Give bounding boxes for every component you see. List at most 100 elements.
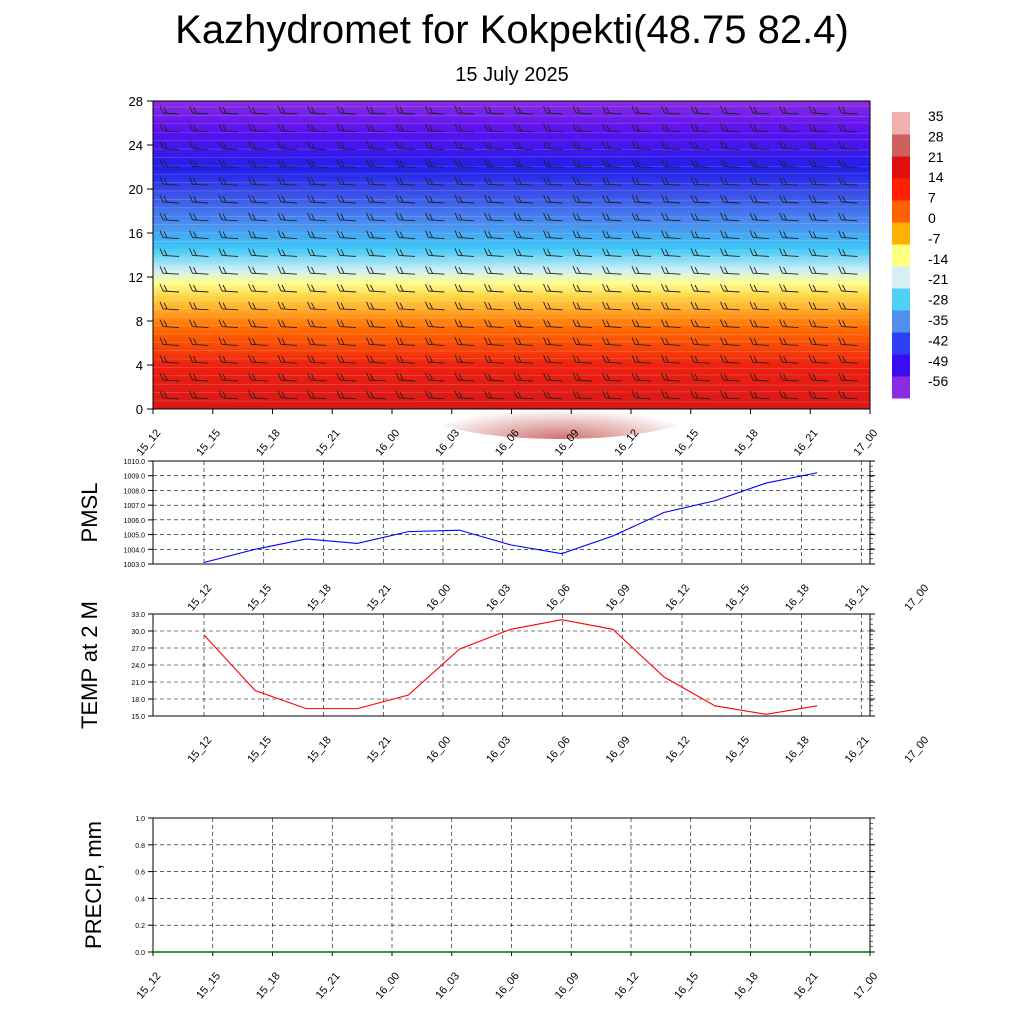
wind-barb	[572, 212, 593, 222]
wind-barb	[336, 194, 357, 204]
wind-barb	[218, 194, 239, 204]
wind-barb	[395, 372, 416, 382]
wind-barb	[248, 123, 268, 133]
wind-barb	[248, 194, 268, 204]
wind-barb	[366, 283, 386, 293]
y-tick-label: 0.2	[135, 923, 145, 930]
x-tick-label: 15_18	[305, 734, 334, 765]
wind-barb	[336, 301, 357, 311]
wind-barb	[277, 301, 298, 311]
wind-barb	[572, 266, 593, 275]
wind-barb	[218, 301, 239, 311]
y-tick-label: 1007.0	[124, 503, 146, 510]
wind-barb	[218, 159, 239, 168]
colorbar-segment	[892, 178, 910, 201]
wind-barb	[808, 372, 829, 382]
wind-barb	[307, 355, 327, 364]
wind-barb	[218, 390, 239, 400]
wind-barb	[720, 123, 740, 133]
y-tick-label: 1008.0	[124, 488, 146, 495]
wind-barb	[454, 194, 475, 204]
wind-barb	[631, 390, 652, 400]
wind-barb	[307, 159, 327, 168]
wind-barb	[572, 372, 593, 382]
wind-barb	[838, 105, 858, 115]
wind-barb	[307, 212, 327, 222]
wind-barb	[277, 372, 298, 382]
colorbar-segment	[892, 354, 910, 377]
wind-barb	[189, 177, 209, 186]
wind-barb	[690, 105, 711, 115]
wind-barb	[189, 105, 209, 115]
wind-barb	[808, 248, 829, 257]
wind-barb	[602, 283, 622, 293]
wind-barb	[336, 390, 357, 400]
wind-barb	[366, 194, 386, 204]
wind-barb	[720, 319, 740, 329]
wind-barb	[189, 319, 209, 329]
wind-barb	[366, 177, 386, 186]
wind-barb	[307, 105, 327, 115]
wind-barb	[425, 141, 445, 151]
x-tick-label: 15_15	[245, 734, 274, 765]
wind-barb	[454, 159, 475, 168]
colorbar-label: 21	[928, 149, 944, 165]
wind-barb	[366, 105, 386, 115]
wind-barb	[661, 194, 681, 204]
wind-barb	[602, 390, 622, 400]
wind-barb	[248, 248, 268, 257]
wind-barb	[572, 337, 593, 346]
colorbar-label: 28	[928, 128, 944, 144]
wind-barb	[513, 355, 534, 364]
wind-barb	[808, 123, 829, 133]
x-tick-label: 16_15	[723, 734, 752, 765]
isotherm-line	[152, 206, 871, 209]
x-tick-label: 15_18	[254, 427, 283, 458]
wind-barb	[248, 301, 268, 311]
wind-barb	[366, 248, 386, 257]
y-tick-label: 0.8	[135, 843, 145, 850]
y-tick-label: 33.0	[131, 612, 145, 619]
wind-barb	[218, 177, 239, 186]
y-tick-label: 30.0	[131, 629, 145, 636]
wind-barb	[454, 248, 475, 257]
wind-barb	[277, 390, 298, 400]
wind-barb	[602, 355, 622, 364]
wind-barb	[425, 194, 445, 204]
isotherm-line	[152, 340, 871, 343]
y-tick-label: 1.0	[135, 816, 145, 823]
isotherm-line	[152, 383, 871, 386]
wind-barb	[690, 141, 711, 151]
wind-barb	[779, 355, 799, 364]
wind-barb	[366, 355, 386, 364]
wind-barb	[720, 141, 740, 151]
wind-barb	[779, 390, 799, 400]
wind-barb	[602, 266, 622, 275]
wind-barb	[484, 141, 504, 151]
wind-barb	[277, 212, 298, 222]
isotherm-line	[152, 240, 871, 242]
isotherm-line	[152, 350, 871, 352]
wind-barb	[661, 390, 681, 400]
wind-barb	[218, 248, 239, 257]
x-tick-label: 16_06	[544, 582, 573, 613]
x-tick-label: 16_18	[732, 427, 761, 458]
y-tick-label: 0.0	[135, 950, 145, 957]
wind-barb	[159, 177, 180, 186]
x-tick-label: 15_12	[134, 970, 163, 1001]
wind-barb	[218, 230, 239, 240]
colorbar-segment	[892, 156, 910, 179]
wind-barb	[484, 337, 504, 346]
x-tick-label: 16_21	[843, 582, 872, 613]
colorbar-segment	[892, 222, 910, 245]
wind-barb	[484, 123, 504, 133]
wind-barb	[631, 194, 652, 204]
wind-barb	[277, 266, 298, 275]
wind-barb	[779, 230, 799, 240]
wind-barb	[690, 283, 711, 293]
wind-barb	[690, 230, 711, 240]
wind-barb	[838, 283, 858, 293]
wind-barb	[572, 159, 593, 168]
x-tick-label: 16_12	[663, 582, 692, 613]
